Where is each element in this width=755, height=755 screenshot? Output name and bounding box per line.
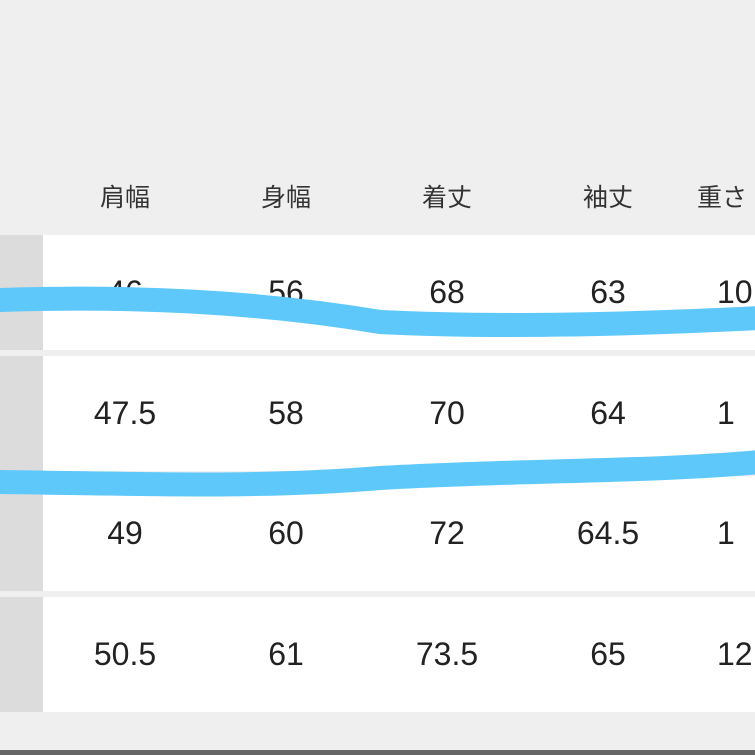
table-row: 49 60 72 64.5 1 xyxy=(0,476,755,591)
bottom-divider xyxy=(0,750,755,755)
table-row: 46 56 68 63 10 xyxy=(0,235,755,350)
header-body-width: 身幅 xyxy=(260,183,311,212)
table-cell: 1 xyxy=(717,515,735,551)
table-row: 50.5 61 73.5 65 12 xyxy=(0,597,755,712)
table-cell: 12 xyxy=(717,636,753,672)
header-weight: 重さ xyxy=(697,183,748,212)
row-label-cell xyxy=(0,235,43,350)
table-row: 47.5 58 70 64 1 xyxy=(0,356,755,471)
table-cell: 68 xyxy=(429,274,465,310)
table-cell: 64.5 xyxy=(576,515,640,551)
table-cell: 1 xyxy=(717,395,735,431)
table-cell: 60 xyxy=(268,515,304,551)
table-cell: 56 xyxy=(268,274,304,310)
table-cell: 72 xyxy=(429,515,465,551)
header-sleeve-length: 袖丈 xyxy=(582,183,633,212)
header-shoulder-width: 肩幅 xyxy=(99,183,150,212)
table-cell: 64 xyxy=(590,395,626,431)
table-cell: 50.5 xyxy=(93,636,157,672)
header-length: 着丈 xyxy=(421,183,472,212)
table-cell: 61 xyxy=(268,636,304,672)
row-label-cell xyxy=(0,476,43,591)
table-cell: 49 xyxy=(107,515,143,551)
row-label-cell xyxy=(0,356,43,471)
table-cell: 65 xyxy=(590,636,626,672)
table-cell: 58 xyxy=(268,395,304,431)
row-label-cell xyxy=(0,597,43,712)
table-cell: 46 xyxy=(107,274,143,310)
table-cell: 73.5 xyxy=(415,636,479,672)
table-cell: 47.5 xyxy=(93,395,157,431)
table-cell: 70 xyxy=(429,395,465,431)
table-cell: 10 xyxy=(717,274,753,310)
table-cell: 63 xyxy=(590,274,626,310)
